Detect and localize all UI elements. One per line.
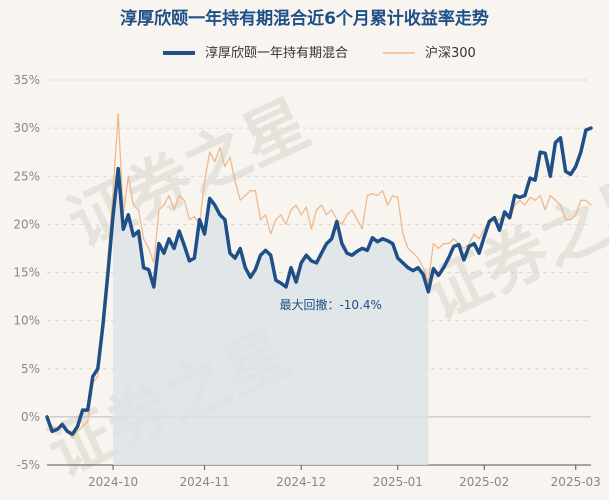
legend: 淳厚欣颐一年持有期混合 沪深300 xyxy=(163,45,476,61)
x-tick-label: 2024-11 xyxy=(180,475,230,489)
legend-label-hs300: 沪深300 xyxy=(425,45,476,61)
y-tick-label: 20% xyxy=(13,217,40,231)
x-tick-label: 2025-01 xyxy=(373,475,423,489)
x-tick-label: 2024-12 xyxy=(276,475,326,489)
series-lines xyxy=(45,113,593,439)
axis-labels: 35% 30% 25% 20% 15% 10% 5% 0% -5% 2024-10 2024-11 2… xyxy=(13,73,600,489)
y-tick-label: 0% xyxy=(21,410,40,424)
y-tick-label: 10% xyxy=(13,314,40,328)
x-tick-label: 2025-02 xyxy=(459,475,509,489)
y-tick-label: 30% xyxy=(13,121,40,135)
x-tick-label: 2025-03 xyxy=(551,475,601,489)
y-tick-label: -5% xyxy=(17,458,40,472)
y-tick-label: 5% xyxy=(21,362,40,376)
x-tick-label: 2024-10 xyxy=(88,475,138,489)
legend-label-fund: 淳厚欣颐一年持有期混合 xyxy=(205,45,348,61)
fund-series-line xyxy=(45,126,593,436)
max-drawdown-annotation: 最大回撤：-10.4% xyxy=(279,297,381,312)
drawdown-area xyxy=(113,168,429,466)
hs300-series-line xyxy=(46,113,592,439)
y-tick-label: 15% xyxy=(13,266,40,280)
watermark-text-1: 证券之星 xyxy=(57,87,320,262)
watermark-text-3: 证券之星 xyxy=(413,160,609,335)
y-tick-label: 25% xyxy=(13,169,40,183)
drawdown-fill xyxy=(113,168,429,466)
y-tick-label: 35% xyxy=(13,73,40,87)
chart-title: 淳厚欣颐一年持有期混合近6个月累计收益率走势 xyxy=(120,8,489,29)
